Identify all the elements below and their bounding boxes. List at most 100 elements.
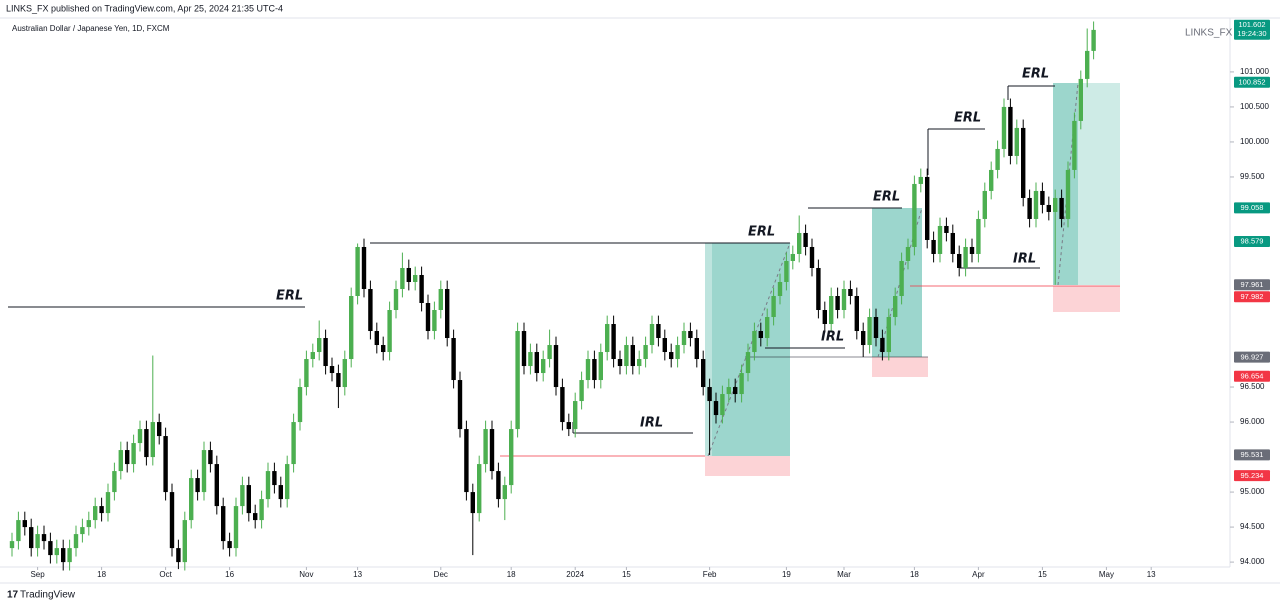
candle-body — [1053, 197, 1058, 212]
candle-body — [1046, 204, 1051, 212]
candle-body — [1033, 190, 1039, 219]
candle-body — [163, 436, 168, 493]
candle-body — [829, 296, 834, 325]
x-tick-label: Sep — [30, 570, 45, 579]
candle-body — [765, 317, 770, 339]
price-tag-label: 96.654 — [1241, 372, 1264, 381]
candle-body — [291, 422, 296, 465]
candle-body — [976, 218, 981, 254]
annotation: IRL — [821, 330, 844, 345]
candle-body — [93, 506, 98, 521]
candle-body — [253, 513, 258, 521]
price-tag — [1234, 19, 1270, 40]
candle-body — [854, 296, 859, 332]
candle-body — [48, 541, 53, 556]
symbol: Australian Dollar / Japanese Yen, 1D, FX… — [12, 24, 170, 33]
annotations: ERL ERL IRL ERL IRL ERL IRL ERL — [276, 67, 1049, 431]
candle-body — [912, 183, 917, 247]
candle-body — [169, 492, 175, 549]
candle-body — [150, 422, 155, 458]
candle-body — [611, 324, 616, 360]
candle-body — [144, 429, 149, 458]
candle-body — [816, 267, 821, 311]
price-tag-label: 101.602 — [1238, 20, 1265, 29]
x-tick-label: Dec — [434, 570, 448, 579]
candle-body — [790, 253, 795, 261]
candle-body — [317, 338, 322, 353]
candle-body — [995, 148, 1000, 170]
candle-body — [227, 541, 232, 549]
candle-body — [457, 380, 463, 430]
candle-body — [99, 506, 104, 514]
x-tick-label: May — [1099, 570, 1114, 579]
candle-body — [80, 527, 85, 535]
price-tag-label: 98.579 — [1241, 237, 1264, 246]
candle-body — [445, 288, 450, 339]
candle-body — [41, 534, 47, 542]
candle-body — [605, 324, 610, 353]
y-tick-label: 95.000 — [1240, 487, 1265, 496]
x-tick-label: 18 — [97, 570, 106, 579]
x-tick-label: Mar — [837, 570, 851, 579]
candle-body — [16, 520, 21, 542]
y-tick-label: 94.000 — [1240, 557, 1265, 566]
x-tick-label: 2024 — [566, 570, 584, 579]
candle-body — [675, 345, 680, 360]
candle-body — [707, 387, 712, 402]
annotation: ERL — [748, 225, 775, 240]
y-tick-label: 96.500 — [1240, 382, 1265, 391]
y-tick-label: 94.500 — [1240, 522, 1265, 531]
y-tick-label: 96.000 — [1240, 417, 1265, 426]
candle-body — [278, 485, 283, 500]
candle-body — [54, 548, 59, 556]
x-tick-label: Apr — [972, 570, 985, 579]
candle-body — [848, 288, 853, 297]
annotation: IRL — [1013, 252, 1036, 267]
candle-body — [694, 338, 699, 360]
candle-body — [1014, 127, 1019, 156]
candle-body — [905, 246, 911, 261]
candle-body — [240, 485, 245, 507]
candle-body — [720, 394, 725, 416]
x-tick-label: 18 — [910, 570, 919, 579]
price-tag — [1234, 470, 1270, 482]
x-tick-label: 13 — [1147, 570, 1156, 579]
candle-body — [1021, 127, 1026, 198]
candle-body — [1091, 29, 1096, 51]
candle-body — [880, 338, 885, 353]
candle-body — [585, 359, 591, 381]
candle-body — [982, 190, 987, 219]
candle-body — [470, 492, 475, 514]
x-tick-label: 19 — [782, 570, 791, 579]
candle-body — [566, 422, 571, 430]
price-tag-label: 97.961 — [1241, 280, 1264, 289]
candle-body — [803, 232, 808, 247]
candle-body — [496, 471, 501, 500]
candle-body — [1008, 106, 1013, 156]
candle-body — [349, 296, 354, 360]
candle-body — [989, 169, 994, 191]
candle-body — [534, 352, 539, 374]
price-tag — [1234, 449, 1270, 461]
candle-body — [950, 232, 955, 254]
publisher: LINKS_FX published on TradingView.com, A… — [6, 3, 283, 13]
candle-body — [541, 359, 546, 374]
x-tick-label: 15 — [1038, 570, 1047, 579]
candle-body — [221, 506, 226, 542]
candle-body — [29, 527, 34, 549]
candle-body — [637, 359, 642, 367]
candle-body — [1001, 106, 1007, 149]
candle-body — [272, 471, 277, 486]
candle-body — [1065, 169, 1071, 219]
logo: 17 — [7, 590, 19, 601]
candle-body — [502, 485, 507, 500]
candle-body — [285, 464, 290, 500]
candle-body — [381, 345, 386, 353]
price-tag-label: 95.531 — [1241, 450, 1264, 459]
candle-body — [899, 260, 904, 297]
candle-body — [329, 366, 335, 374]
price-tag-label: 100.852 — [1238, 78, 1265, 87]
candle-body — [713, 401, 719, 416]
